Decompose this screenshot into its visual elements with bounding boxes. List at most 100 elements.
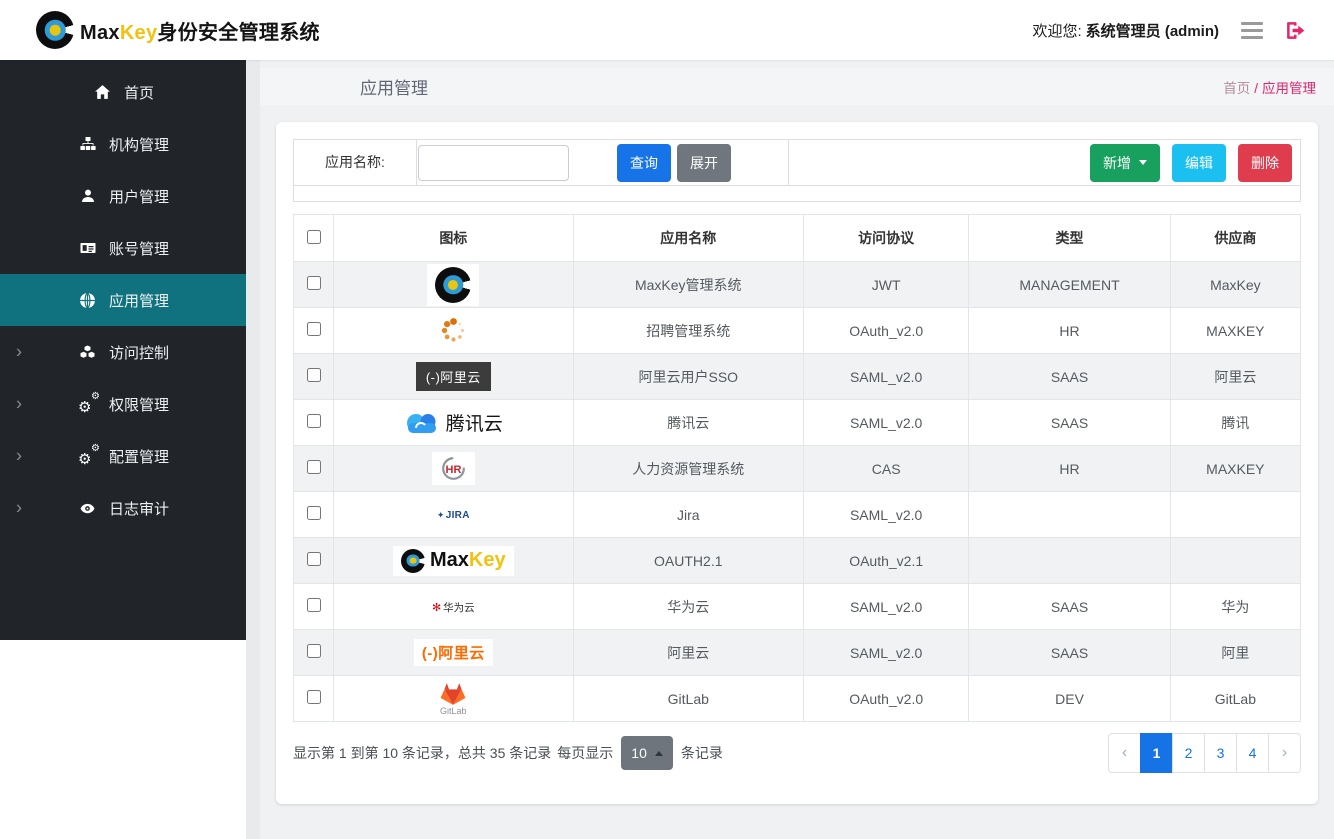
app-icon-cell (333, 261, 574, 308)
app-name-search-input[interactable] (418, 144, 569, 181)
protocol-cell: JWT (802, 261, 970, 308)
sidebar-gutter (246, 60, 260, 839)
welcome-text: 欢迎您: 系统管理员 (admin) (1032, 22, 1219, 40)
table-header-row: 图标 应用名称 访问协议 类型 供应商 (292, 214, 1302, 262)
select-all-checkbox[interactable] (306, 229, 321, 244)
table-row: ✦JIRA Jira SAML_v2.0 (292, 491, 1302, 538)
current-user: 系统管理员 (admin) (1085, 22, 1219, 40)
app-name-cell: 人力资源管理系统 (572, 445, 805, 492)
app-name-cell: 腾讯云 (572, 399, 805, 446)
hr-logo-icon: HR (441, 457, 465, 480)
table-row: Max Key OAUTH2.1 OAuth_v2.1 (292, 537, 1302, 584)
edit-button[interactable]: 编辑 (1172, 143, 1226, 182)
query-button[interactable]: 查询 (617, 143, 671, 182)
hamburger-menu-icon[interactable] (1241, 21, 1263, 39)
row-checkbox[interactable] (306, 644, 321, 658)
sidebar-item-apps[interactable]: 应用管理 (0, 274, 246, 326)
breadcrumb-home-link[interactable]: 首页 (1223, 80, 1251, 96)
main-content: 应用管理 首页 / 应用管理 应用名称: 查询 展开 新增 编辑 (260, 60, 1334, 839)
sidebar-item-label: 机构管理 (108, 136, 169, 154)
app-name-cell: 华为云 (572, 583, 805, 630)
table-row: MaxKey管理系统 JWT MANAGEMENT MaxKey (292, 261, 1302, 308)
sidebar-item-account[interactable]: 账号管理 (0, 222, 246, 274)
gitlab-logo: GitLab (439, 682, 467, 716)
row-checkbox[interactable] (306, 598, 321, 612)
sidebar-item-perm[interactable]: › ⚙ ⚙ 权限管理 (0, 378, 246, 430)
sidebar-item-users[interactable]: 用户管理 (0, 170, 246, 222)
column-icon: 图标 (333, 214, 574, 262)
app-name-cell: 招聘管理系统 (572, 307, 805, 354)
applications-table: 图标 应用名称 访问协议 类型 供应商 MaxKey管理系统 JWT MANAGEM… (292, 214, 1302, 722)
app-icon-cell: (-)阿里云 (333, 629, 574, 676)
huawei-cloud-logo: ✻ 华为云 (431, 601, 475, 614)
sidebar-item-label: 账号管理 (108, 240, 169, 258)
records-info: 显示第 1 到第 10 条记录，总共 35 条记录 (293, 745, 552, 761)
sidebar-item-access[interactable]: › 访问控制 (0, 326, 246, 378)
page-button-3[interactable]: 3 (1204, 733, 1237, 773)
vendor-cell: 阿里云 (1169, 353, 1302, 400)
table-row: (-)阿里云 阿里云 SAML_v2.0 SAAS 阿里 (292, 629, 1302, 676)
expand-button[interactable]: 展开 (677, 143, 731, 182)
row-checkbox[interactable] (306, 368, 321, 382)
sidebar-item-home[interactable]: 首页 (0, 66, 246, 118)
row-checkbox[interactable] (306, 690, 321, 704)
page-button-1[interactable]: 1 (1140, 733, 1173, 773)
sidebar-item-label: 访问控制 (108, 344, 169, 362)
row-checkbox-cell (292, 261, 335, 308)
breadcrumb: 首页 / 应用管理 (1223, 80, 1316, 96)
sidebar-nav: 首页 机构管理 用户管理 账号管理 应用管理 › 访问控制 › ⚙ ⚙ 权限管理 › ⚙ ⚙ 配置管理 › 日志… (0, 60, 246, 640)
logout-icon[interactable] (1285, 21, 1306, 40)
caret-down-icon (1139, 160, 1147, 165)
sidebar-item-label: 用户管理 (108, 188, 169, 206)
actions-cell: 新增 编辑 删除 (789, 143, 1300, 182)
type-cell: HR (968, 445, 1171, 492)
row-checkbox[interactable] (306, 506, 321, 520)
row-checkbox[interactable] (306, 276, 321, 290)
sidebar-item-audit[interactable]: › 日志审计 (0, 482, 246, 534)
type-cell: SAAS (968, 399, 1171, 446)
app-name-cell: GitLab (572, 675, 805, 722)
sidebar-item-config[interactable]: › ⚙ ⚙ 配置管理 (0, 430, 246, 482)
app-icon-cell: GitLab (333, 675, 574, 722)
page-button-4[interactable]: 4 (1236, 733, 1269, 773)
row-checkbox-cell (292, 583, 335, 630)
chevron-right-icon: › (16, 497, 22, 518)
app-icon-cell: ✦JIRA (333, 491, 574, 538)
toolbar-row: 应用名称: 查询 展开 新增 编辑 删除 (294, 140, 1300, 186)
row-checkbox-cell (292, 445, 335, 492)
sidebar-item-label: 应用管理 (108, 292, 169, 310)
row-checkbox-cell (292, 537, 335, 584)
sidebar-item-org[interactable]: 机构管理 (0, 118, 246, 170)
row-checkbox[interactable] (306, 460, 321, 474)
row-checkbox[interactable] (306, 552, 321, 566)
app-icon-cell: Max Key (333, 537, 574, 584)
add-button[interactable]: 新增 (1090, 143, 1160, 182)
chevron-right-icon: › (16, 445, 22, 466)
sidebar-item-label: 日志审计 (108, 500, 169, 518)
type-cell: SAAS (968, 353, 1171, 400)
table-row: 腾讯云 腾讯云 SAML_v2.0 SAAS 腾讯 (292, 399, 1302, 446)
protocol-cell: SAML_v2.0 (802, 353, 970, 400)
row-checkbox-cell (292, 307, 335, 354)
search-label: 应用名称: (294, 140, 417, 185)
page-next-button[interactable]: › (1268, 733, 1301, 773)
app-icon-cell: ✻ 华为云 (333, 583, 574, 630)
row-checkbox[interactable] (306, 322, 321, 336)
app-name-cell: 阿里云 (572, 629, 805, 676)
page-prev-button[interactable]: ‹ (1108, 733, 1141, 773)
vendor-cell (1169, 537, 1302, 584)
jira-logo: ✦JIRA (436, 510, 470, 522)
page-button-2[interactable]: 2 (1172, 733, 1205, 773)
table-row: 招聘管理系统 OAuth_v2.0 HR MAXKEY (292, 307, 1302, 354)
cubes-icon (77, 344, 99, 360)
page-size-select[interactable]: 10 (621, 736, 673, 770)
select-all-cell (292, 214, 335, 262)
brand: MaxKey身份安全管理系统 (36, 11, 320, 49)
row-checkbox[interactable] (306, 414, 321, 428)
delete-button[interactable]: 删除 (1238, 143, 1292, 182)
type-cell (968, 491, 1171, 538)
gears-icon: ⚙ ⚙ (77, 442, 100, 468)
app-icon-cell: (-)阿里云 (333, 353, 574, 400)
app-name-cell: MaxKey管理系统 (572, 261, 805, 308)
table-row: GitLab GitLab OAuth_v2.0 DEV GitLab (292, 675, 1302, 722)
